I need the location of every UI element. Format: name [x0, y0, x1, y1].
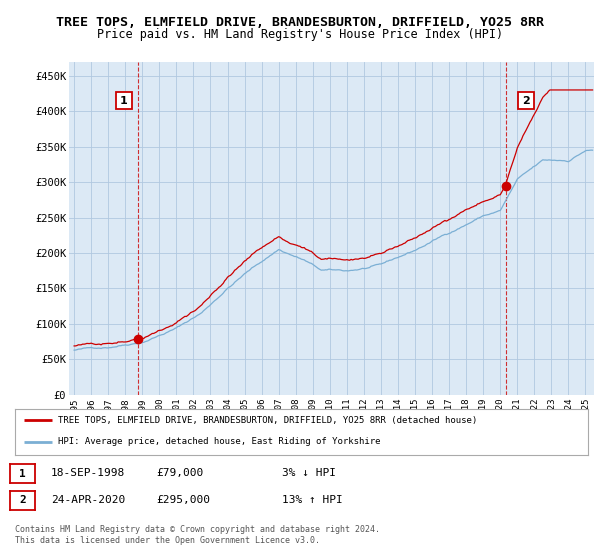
- Text: HPI: Average price, detached house, East Riding of Yorkshire: HPI: Average price, detached house, East…: [58, 437, 380, 446]
- Text: 13% ↑ HPI: 13% ↑ HPI: [282, 494, 343, 505]
- Text: 2: 2: [522, 96, 530, 106]
- Text: 2: 2: [19, 495, 26, 505]
- Text: £295,000: £295,000: [156, 494, 210, 505]
- Text: TREE TOPS, ELMFIELD DRIVE, BRANDESBURTON, DRIFFIELD, YO25 8RR (detached house): TREE TOPS, ELMFIELD DRIVE, BRANDESBURTON…: [58, 416, 477, 425]
- Text: 1: 1: [120, 96, 128, 106]
- Text: Price paid vs. HM Land Registry's House Price Index (HPI): Price paid vs. HM Land Registry's House …: [97, 28, 503, 41]
- Text: 3% ↓ HPI: 3% ↓ HPI: [282, 468, 336, 478]
- Text: 1: 1: [19, 469, 26, 479]
- Text: 18-SEP-1998: 18-SEP-1998: [51, 468, 125, 478]
- Text: Contains HM Land Registry data © Crown copyright and database right 2024.
This d: Contains HM Land Registry data © Crown c…: [15, 525, 380, 545]
- Text: £79,000: £79,000: [156, 468, 203, 478]
- Text: TREE TOPS, ELMFIELD DRIVE, BRANDESBURTON, DRIFFIELD, YO25 8RR: TREE TOPS, ELMFIELD DRIVE, BRANDESBURTON…: [56, 16, 544, 29]
- Text: 24-APR-2020: 24-APR-2020: [51, 494, 125, 505]
